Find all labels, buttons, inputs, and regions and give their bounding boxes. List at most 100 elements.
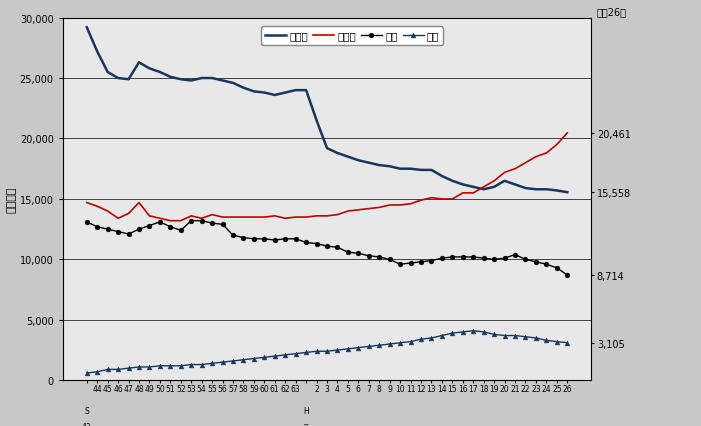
離婚 bbox=[417, 337, 426, 342]
婚姻 bbox=[208, 221, 217, 226]
死亡数 bbox=[511, 167, 519, 172]
死亡数 bbox=[124, 211, 132, 216]
婚姻 bbox=[479, 256, 488, 261]
婚姻 bbox=[375, 255, 383, 260]
出生数 bbox=[396, 167, 404, 172]
死亡数 bbox=[135, 201, 143, 206]
出生数 bbox=[166, 75, 175, 80]
出生数 bbox=[114, 76, 122, 81]
死亡数 bbox=[177, 219, 185, 224]
離婚 bbox=[208, 361, 217, 366]
Y-axis label: 人（件）: 人（件） bbox=[7, 186, 17, 213]
出生数 bbox=[218, 79, 226, 84]
離婚 bbox=[365, 344, 373, 349]
死亡数 bbox=[292, 215, 300, 220]
離婚 bbox=[407, 339, 415, 344]
出生数 bbox=[490, 185, 498, 190]
婚姻 bbox=[407, 261, 415, 266]
離婚 bbox=[218, 360, 226, 365]
婚姻 bbox=[490, 257, 498, 262]
離婚 bbox=[198, 362, 206, 367]
出生数 bbox=[313, 118, 321, 124]
死亡数 bbox=[218, 215, 226, 220]
死亡数 bbox=[187, 214, 196, 219]
死亡数 bbox=[354, 208, 362, 213]
婚姻 bbox=[522, 257, 530, 262]
死亡数 bbox=[532, 155, 540, 160]
死亡数 bbox=[260, 215, 268, 220]
婚姻 bbox=[187, 219, 196, 224]
死亡数 bbox=[448, 197, 456, 202]
Text: 平成26年: 平成26年 bbox=[597, 7, 627, 17]
離婚 bbox=[469, 328, 477, 334]
死亡数 bbox=[396, 203, 404, 208]
出生数 bbox=[145, 66, 154, 72]
離婚 bbox=[396, 340, 404, 345]
死亡数 bbox=[469, 191, 477, 196]
死亡数 bbox=[375, 205, 383, 210]
出生数 bbox=[552, 188, 561, 193]
出生数 bbox=[407, 167, 415, 172]
離婚 bbox=[93, 369, 102, 374]
離婚 bbox=[292, 351, 300, 357]
離婚 bbox=[552, 339, 561, 344]
死亡数 bbox=[198, 216, 206, 222]
婚姻 bbox=[177, 228, 185, 233]
出生数 bbox=[469, 185, 477, 190]
婚姻 bbox=[343, 250, 352, 255]
死亡数 bbox=[208, 213, 217, 218]
離婚 bbox=[135, 365, 143, 370]
離婚 bbox=[386, 342, 394, 347]
出生数 bbox=[343, 155, 352, 160]
出生数 bbox=[323, 146, 332, 151]
婚姻 bbox=[271, 238, 279, 243]
出生数 bbox=[479, 187, 488, 193]
死亡数 bbox=[239, 215, 247, 220]
婚姻 bbox=[145, 224, 154, 229]
婚姻 bbox=[292, 237, 300, 242]
婚姻 bbox=[448, 255, 456, 260]
離婚 bbox=[448, 331, 456, 336]
離婚 bbox=[333, 348, 341, 353]
離婚 bbox=[354, 345, 362, 350]
婚姻 bbox=[218, 222, 226, 227]
婚姻 bbox=[239, 236, 247, 241]
出生数 bbox=[542, 187, 550, 193]
婚姻 bbox=[93, 225, 102, 230]
死亡数 bbox=[313, 214, 321, 219]
離婚 bbox=[375, 343, 383, 348]
婚姻 bbox=[135, 227, 143, 232]
婚姻 bbox=[124, 232, 132, 237]
婚姻 bbox=[458, 255, 467, 260]
離婚 bbox=[271, 354, 279, 359]
死亡数 bbox=[281, 216, 290, 222]
婚姻 bbox=[302, 240, 311, 245]
離婚 bbox=[302, 350, 311, 355]
出生数 bbox=[386, 164, 394, 170]
死亡数 bbox=[229, 215, 237, 220]
婚姻 bbox=[229, 233, 237, 238]
Line: 出生数: 出生数 bbox=[87, 28, 567, 193]
出生数 bbox=[124, 78, 132, 83]
離婚 bbox=[260, 355, 268, 360]
離婚 bbox=[166, 363, 175, 368]
死亡数 bbox=[93, 204, 102, 209]
婚姻 bbox=[333, 245, 341, 250]
死亡数 bbox=[417, 198, 426, 203]
出生数 bbox=[177, 78, 185, 83]
婚姻 bbox=[114, 230, 122, 235]
婚姻 bbox=[250, 237, 258, 242]
出生数 bbox=[135, 60, 143, 66]
離婚 bbox=[124, 366, 132, 371]
出生数 bbox=[417, 168, 426, 173]
出生数 bbox=[522, 186, 530, 191]
死亡数 bbox=[114, 216, 122, 222]
婚姻 bbox=[281, 237, 290, 242]
婚姻 bbox=[396, 262, 404, 267]
死亡数 bbox=[145, 214, 154, 219]
出生数 bbox=[198, 76, 206, 81]
出生数 bbox=[428, 168, 436, 173]
出生数 bbox=[375, 163, 383, 168]
出生数 bbox=[93, 50, 102, 55]
死亡数 bbox=[522, 161, 530, 166]
